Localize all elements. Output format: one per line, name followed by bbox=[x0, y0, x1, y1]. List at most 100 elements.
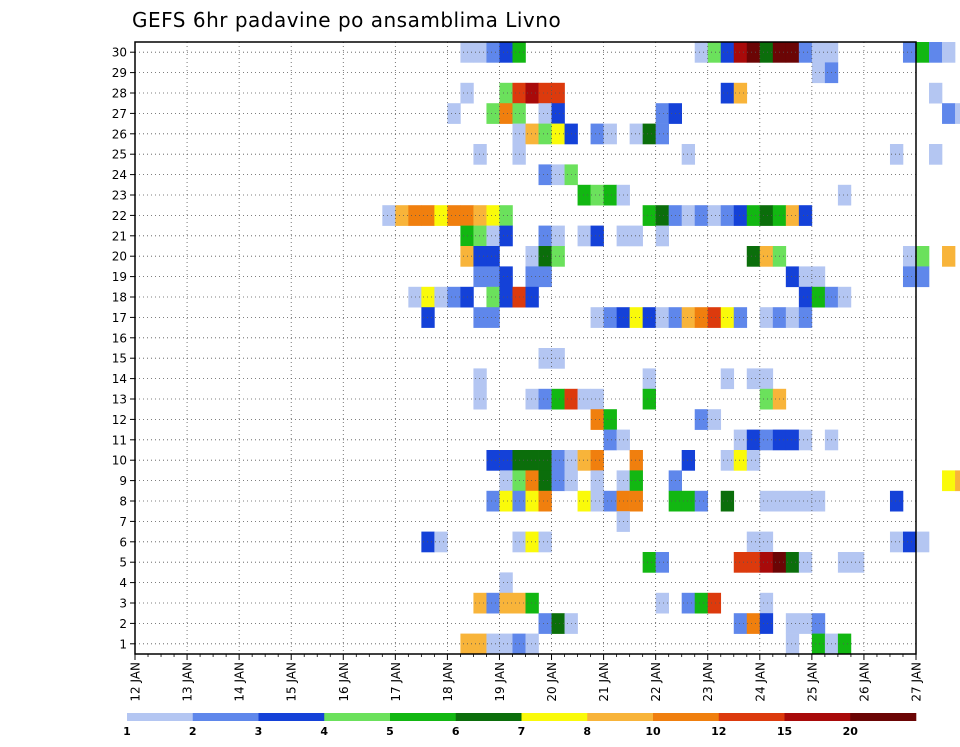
y-tick-label: 27 bbox=[112, 107, 127, 121]
colorbar-tick-label: 2 bbox=[189, 725, 197, 738]
y-axis-ticks: 1234567891011121314151617181920212223242… bbox=[112, 46, 135, 651]
heatmap-cell bbox=[590, 388, 604, 410]
heatmap-cell bbox=[421, 531, 435, 553]
heatmap-cell bbox=[525, 490, 539, 512]
heatmap-cell bbox=[538, 266, 552, 288]
y-tick-label: 1 bbox=[119, 637, 127, 651]
heatmap-cell bbox=[681, 307, 696, 328]
heatmap-cell bbox=[551, 82, 565, 104]
heatmap-cell bbox=[889, 490, 904, 512]
heatmap-cell bbox=[421, 307, 435, 328]
y-tick-label: 2 bbox=[119, 617, 127, 631]
heatmap-cell bbox=[603, 184, 617, 206]
heatmap-cell bbox=[929, 82, 943, 104]
heatmap-cell bbox=[551, 450, 565, 471]
heatmap-cell bbox=[525, 286, 539, 308]
heatmap-cell bbox=[785, 205, 800, 226]
y-tick-label: 7 bbox=[119, 515, 127, 529]
heatmap-cell bbox=[447, 286, 461, 308]
heatmap-cell bbox=[798, 205, 813, 226]
heatmap-cell bbox=[473, 266, 487, 288]
heatmap-cell bbox=[577, 388, 591, 410]
heatmap-cell bbox=[759, 205, 774, 226]
heatmap-cell bbox=[590, 450, 604, 471]
heatmap-cell bbox=[538, 450, 552, 471]
heatmap-cell bbox=[759, 531, 774, 553]
heatmap-cell bbox=[889, 144, 904, 165]
colorbar-tick-label: 5 bbox=[386, 725, 394, 738]
heatmap-cell bbox=[434, 286, 448, 308]
heatmap-cell bbox=[707, 307, 722, 328]
y-tick-label: 23 bbox=[112, 189, 127, 203]
heatmap-cell bbox=[798, 429, 813, 451]
heatmap-cell bbox=[603, 490, 617, 512]
heatmap-cell bbox=[473, 144, 487, 165]
heatmap-cell bbox=[434, 531, 448, 553]
heatmap-cell bbox=[525, 123, 539, 145]
y-tick-label: 5 bbox=[119, 556, 127, 570]
heatmap-cell bbox=[551, 225, 565, 247]
heatmap-cell bbox=[577, 225, 591, 247]
heatmap-cell bbox=[486, 592, 500, 614]
colorbar-tick-label: 3 bbox=[255, 725, 263, 738]
colorbar-swatch bbox=[455, 713, 522, 721]
heatmap-cell bbox=[811, 62, 826, 84]
heatmap-cell bbox=[759, 429, 774, 451]
y-tick-label: 29 bbox=[112, 66, 127, 80]
y-tick-label: 14 bbox=[112, 372, 127, 386]
heatmap-cell bbox=[837, 633, 852, 655]
heatmap-cell bbox=[733, 450, 748, 471]
heatmap-cell bbox=[798, 552, 813, 573]
heatmap-cell bbox=[785, 613, 800, 634]
heatmap-cell bbox=[707, 205, 722, 226]
heatmap-cell bbox=[902, 246, 917, 267]
heatmap-cell bbox=[694, 490, 709, 512]
heatmap-cell bbox=[590, 409, 604, 430]
heatmap-cell bbox=[746, 450, 761, 471]
colorbar: 1 2 3 4 5 6 7 8 10 12 15 20 bbox=[123, 713, 917, 738]
heatmap-cell bbox=[707, 42, 722, 63]
heatmap-cell bbox=[538, 123, 552, 145]
heatmap-cell bbox=[486, 42, 500, 63]
heatmap-cell bbox=[486, 103, 500, 124]
heatmap-cell bbox=[551, 164, 565, 186]
heatmap-cell bbox=[850, 552, 865, 573]
heatmap-cell bbox=[629, 123, 643, 145]
heatmap-cell bbox=[538, 388, 552, 410]
chart-title: GEFS 6hr padavine po ansamblima Livno bbox=[132, 8, 561, 32]
heatmap-cell bbox=[837, 286, 852, 308]
heatmap-cell bbox=[499, 286, 513, 308]
heatmap-cell bbox=[590, 470, 604, 492]
colorbar-swatch bbox=[521, 713, 588, 721]
heatmap-cell bbox=[759, 307, 774, 328]
x-tick-label: 21 JAN bbox=[597, 662, 611, 702]
heatmap-cell bbox=[733, 82, 748, 104]
heatmap-cell bbox=[837, 552, 852, 573]
heatmap-cell bbox=[942, 103, 956, 124]
heatmap-cell bbox=[929, 144, 943, 165]
heatmap-cell bbox=[473, 307, 487, 328]
colorbar-tick-label: 20 bbox=[843, 725, 859, 738]
heatmap-cell bbox=[798, 490, 813, 512]
heatmap-cell bbox=[798, 307, 813, 328]
heatmap-cell bbox=[499, 572, 513, 594]
heatmap-cell bbox=[694, 42, 709, 63]
heatmap-cell bbox=[473, 368, 487, 390]
heatmap-cell bbox=[499, 490, 513, 512]
heatmap-cell bbox=[811, 266, 826, 288]
x-tick-label: 17 JAN bbox=[389, 662, 403, 702]
heatmap-cell bbox=[733, 552, 748, 573]
heatmap-cell bbox=[382, 205, 396, 226]
heatmap-cell bbox=[499, 205, 513, 226]
heatmap-cell bbox=[447, 103, 461, 124]
heatmap-cell bbox=[759, 368, 774, 390]
heatmap-cell bbox=[629, 225, 643, 247]
heatmap-cell bbox=[655, 205, 669, 226]
heatmap-cell bbox=[681, 592, 696, 614]
heatmap-cell bbox=[902, 266, 917, 288]
y-tick-label: 10 bbox=[112, 454, 127, 468]
heatmap-cell bbox=[473, 388, 487, 410]
heatmap-cell bbox=[759, 613, 774, 634]
heatmap-cell bbox=[837, 184, 852, 206]
